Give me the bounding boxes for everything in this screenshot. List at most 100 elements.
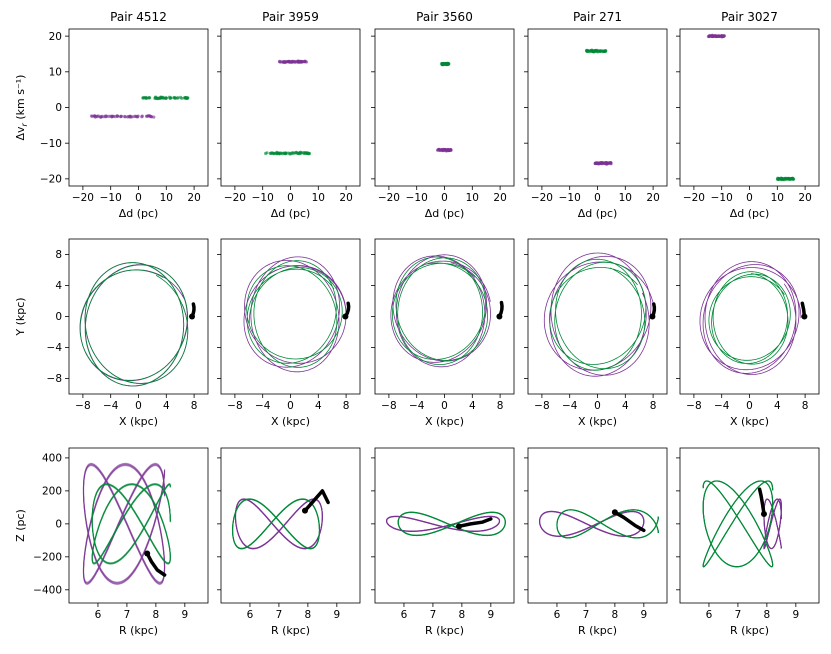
data-point — [264, 151, 268, 156]
x-tick-label: 4 — [774, 400, 781, 412]
plot-area — [390, 254, 504, 368]
y-axis-label: Δvr (km s⁻¹) — [14, 75, 29, 141]
plot-area — [89, 95, 190, 119]
plot-area — [539, 509, 659, 539]
panel-11: 6 7 8 9 −400 −200 0 200 400 R (kpc) Z (pc) — [14, 447, 209, 637]
panel-14: 6 7 8 9 R (kpc) — [524, 447, 668, 637]
x-axis-label: Δd (pc) — [578, 207, 618, 220]
x-axis-label: R (kpc) — [425, 624, 464, 637]
meridional-orbit-green — [91, 484, 171, 565]
x-axis-label: X (kpc) — [578, 415, 617, 428]
y-tick-label: 0 — [55, 311, 62, 323]
x-tick-label: −4 — [714, 400, 730, 412]
x-tick-label: 7 — [430, 609, 437, 621]
orbit-purple — [243, 256, 347, 373]
orbit-purple — [390, 254, 491, 368]
x-tick-label: 4 — [315, 400, 322, 412]
present-track — [303, 489, 330, 513]
panel-title: Pair 3959 — [262, 10, 319, 24]
x-axis-label: R (kpc) — [730, 624, 769, 637]
x-tick-label: 0 — [287, 400, 294, 412]
x-tick-label: 7 — [583, 609, 590, 621]
x-tick-label: 6 — [706, 609, 713, 621]
meridional-orbit-green — [91, 483, 171, 565]
data-point — [594, 161, 598, 165]
x-tick-label: −10 — [252, 192, 274, 204]
x-tick-label: 7 — [124, 609, 131, 621]
present-position — [301, 507, 308, 514]
panel-13: 6 7 8 9 R (kpc) — [371, 447, 515, 637]
axes-frame — [68, 447, 209, 604]
data-point — [609, 161, 613, 165]
x-axis-label: X (kpc) — [425, 415, 464, 428]
x-tick-label: 0 — [746, 192, 753, 204]
x-tick-label: 20 — [339, 192, 352, 204]
data-point — [180, 96, 184, 100]
plot-area — [386, 511, 506, 537]
x-tick-label: −8 — [227, 400, 242, 412]
data-point — [157, 96, 161, 100]
y-tick-label: −400 — [33, 585, 62, 597]
x-tick-label: 4 — [622, 400, 629, 412]
data-point — [176, 96, 180, 100]
x-axis-label: R (kpc) — [271, 624, 310, 637]
x-tick-label: 0 — [441, 192, 448, 204]
orbit-green — [549, 258, 647, 371]
data-point — [292, 60, 296, 64]
data-point — [164, 96, 168, 100]
axes-frame — [220, 447, 361, 604]
panel-title: Pair 271 — [573, 10, 622, 24]
x-tick-label: 20 — [187, 192, 200, 204]
data-point — [791, 176, 795, 180]
x-tick-label: 8 — [343, 400, 350, 412]
x-tick-label: −20 — [378, 192, 400, 204]
x-tick-label: 20 — [493, 192, 506, 204]
axes-frame — [679, 28, 820, 187]
plot-area — [82, 462, 171, 585]
meridional-orbit-green — [91, 483, 171, 564]
meridional-orbit-purple — [386, 515, 501, 532]
meridional-orbit-green — [91, 483, 171, 564]
x-tick-label: −8 — [686, 400, 701, 412]
panel-2: −20 −10 0 10 20 Δd (pc) Pair 3959 — [217, 10, 361, 220]
present-position — [342, 313, 349, 320]
data-point — [304, 151, 308, 155]
data-point — [602, 161, 607, 165]
x-tick-label: 7 — [276, 609, 283, 621]
x-tick-label: 9 — [640, 609, 647, 621]
x-tick-label: 0 — [746, 400, 753, 412]
x-tick-label: 0 — [135, 192, 142, 204]
data-point — [169, 96, 173, 100]
meridional-orbit-purple — [539, 510, 645, 537]
y-tick-label: 4 — [55, 280, 62, 292]
data-point — [282, 151, 286, 155]
x-tick-label: 10 — [619, 192, 632, 204]
y-tick-label: 20 — [49, 31, 62, 43]
panel-title: Pair 3560 — [416, 10, 473, 24]
panel-1: −20 −10 0 10 20 −20 −10 0 10 20 Δd (pc) Pair 4512 Δv… — [14, 10, 209, 220]
x-tick-label: 8 — [612, 609, 619, 621]
present-position — [144, 550, 151, 557]
data-point — [145, 114, 149, 118]
y-axis-label: Y (kpc) — [14, 297, 27, 336]
meridional-orbit-purple — [234, 498, 323, 549]
data-point — [780, 176, 784, 180]
plot-area — [436, 61, 453, 153]
data-point — [111, 114, 115, 118]
x-tick-label: −4 — [409, 400, 425, 412]
plot-area — [243, 256, 351, 373]
x-tick-label: 4 — [163, 400, 170, 412]
y-tick-label: 200 — [42, 486, 62, 498]
panel-12: 6 7 8 9 R (kpc) — [217, 447, 361, 637]
data-point — [599, 161, 604, 166]
x-tick-label: −8 — [75, 400, 90, 412]
data-point — [598, 49, 603, 53]
x-tick-label: 8 — [802, 400, 809, 412]
present-position — [760, 510, 767, 517]
data-point — [115, 114, 120, 118]
axes-frame — [527, 447, 668, 604]
data-point — [147, 96, 151, 100]
plot-area — [264, 59, 311, 156]
x-tick-label: 20 — [798, 192, 811, 204]
data-point — [301, 151, 305, 155]
